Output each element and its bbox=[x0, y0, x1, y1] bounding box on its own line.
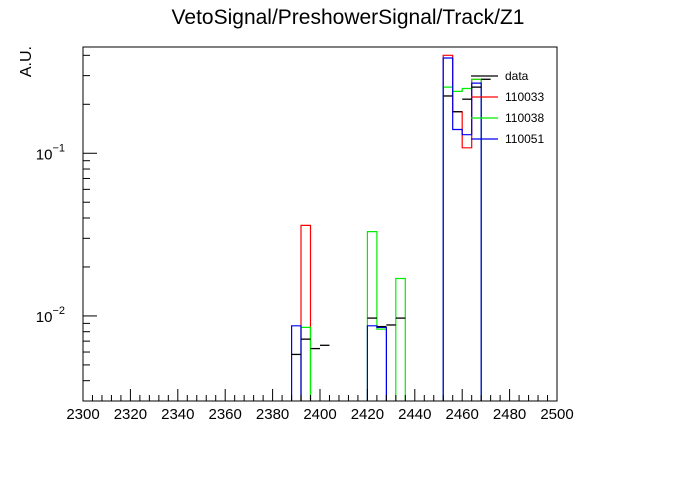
x-tick-label: 2460 bbox=[446, 406, 479, 423]
legend-label-110033: 110033 bbox=[505, 90, 544, 104]
legend-label-data: data bbox=[505, 69, 529, 83]
x-tick-label: 2340 bbox=[161, 406, 194, 423]
axes-layer: 2300 2320 2340 2360 2380 2400 2420 2440 2460 2480… bbox=[36, 46, 574, 423]
x-tick-label: 2440 bbox=[398, 406, 431, 423]
x-tick-label: 2500 bbox=[540, 406, 573, 423]
chart-title: VetoSignal/PreshowerSignal/Track/Z1 bbox=[172, 6, 525, 29]
x-tick-label: 2480 bbox=[493, 406, 526, 423]
x-tick-label: 2360 bbox=[209, 406, 242, 423]
series-110038-step bbox=[300, 78, 482, 401]
x-tick-label: 2380 bbox=[256, 406, 289, 423]
y-tick-label: 10−2 bbox=[36, 305, 65, 326]
y-tick-label: 10−1 bbox=[36, 142, 65, 163]
legend-label-110051: 110051 bbox=[505, 132, 544, 146]
x-tick-label: 2420 bbox=[351, 406, 384, 423]
x-tick-label: 2300 bbox=[66, 406, 99, 423]
legend: data 110033 110038 110051 bbox=[471, 69, 544, 146]
histogram-layer bbox=[291, 54, 491, 401]
x-tick-label: 2400 bbox=[303, 406, 336, 423]
x-tick-label: 2320 bbox=[114, 406, 147, 423]
legend-label-110038: 110038 bbox=[505, 111, 544, 125]
y-axis-label: A.U. bbox=[18, 46, 35, 77]
